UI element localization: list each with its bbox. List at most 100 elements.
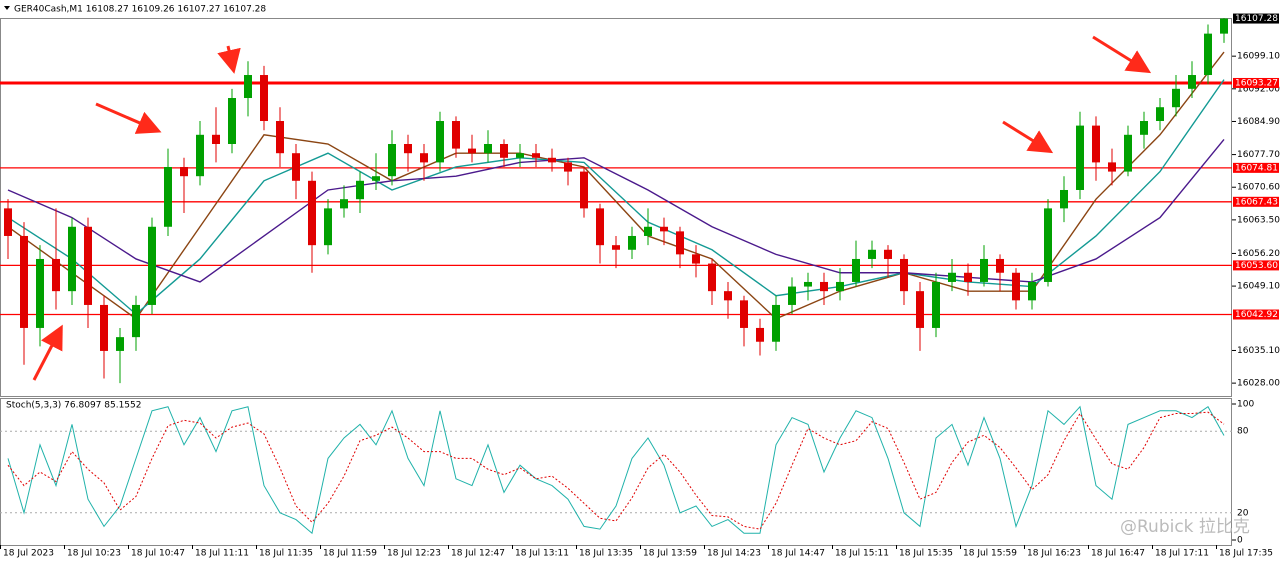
candle-body <box>724 291 732 301</box>
candle-body <box>548 157 556 163</box>
y-tick-label: 16099.10 <box>1237 52 1280 62</box>
price-panel <box>0 18 1232 397</box>
y-tick-label: 16070.60 <box>1237 183 1280 193</box>
candle-body <box>1124 134 1132 172</box>
candle-body <box>68 226 76 292</box>
y-tick-label: 16084.90 <box>1237 117 1280 127</box>
y-tick-label: 16035.10 <box>1237 346 1280 356</box>
candle-body <box>132 304 140 338</box>
candle-body <box>628 235 636 250</box>
x-tick-label: 18 Jul 16:23 <box>1027 549 1081 559</box>
x-tick-label: 18 Jul 11:11 <box>195 549 249 559</box>
candle-body <box>420 153 428 163</box>
candle-body <box>612 245 620 250</box>
candle-body <box>164 166 172 227</box>
candle-body <box>84 226 92 305</box>
candle-body <box>308 180 316 246</box>
candle-body <box>196 134 204 177</box>
candle-body <box>1060 189 1068 209</box>
candle-body <box>756 327 764 342</box>
arrow <box>1092 35 1152 74</box>
moving-average <box>7 138 1225 283</box>
candle-body <box>1044 208 1052 282</box>
y-tick-label: 80 <box>1237 427 1249 437</box>
candle-body <box>692 254 700 264</box>
candle-body <box>532 153 540 158</box>
candle-body <box>484 144 492 154</box>
stoch-plot <box>0 405 1232 535</box>
candle-body <box>228 98 236 144</box>
header: GER40Cash,M1 16108.27 16109.26 16107.27 … <box>14 5 266 15</box>
menu-icon[interactable] <box>4 6 10 10</box>
x-tick-label: 18 Jul 12:47 <box>451 549 505 559</box>
candle-body <box>1108 162 1116 172</box>
candle-body <box>116 337 124 351</box>
stoch-line <box>7 405 1225 535</box>
y-tick-label: 16063.50 <box>1237 215 1280 225</box>
candle-body <box>52 258 60 292</box>
candle-body <box>292 153 300 181</box>
candle-body <box>948 272 956 282</box>
candle-body <box>1172 88 1180 108</box>
x-tick-label: 18 Jul 15:35 <box>899 549 953 559</box>
axes: 16028.00 16035.10 16049.10 16056.20 16063.50… <box>0 13 1280 559</box>
candle-body <box>404 144 412 154</box>
candle-body <box>212 134 220 144</box>
candle-body <box>516 153 524 158</box>
candle-body <box>244 75 252 99</box>
level-label: 16067.43 <box>1235 197 1278 207</box>
candle-body <box>1028 281 1036 301</box>
level-label: 16093.27 <box>1235 78 1278 88</box>
candle-body <box>964 272 972 282</box>
price-label: 16107.28 <box>1235 14 1278 24</box>
candle-body <box>900 258 908 292</box>
x-tick-label: 18 Jul 15:11 <box>835 549 889 559</box>
candle-body <box>1204 33 1212 76</box>
candle-body <box>324 208 332 246</box>
stoch-panel <box>0 398 1232 546</box>
x-tick-label: 18 Jul 14:47 <box>771 549 825 559</box>
candle-body <box>100 304 108 351</box>
candle-body <box>36 258 44 328</box>
y-tick-label: 100 <box>1237 400 1254 410</box>
candle-body <box>884 249 892 259</box>
x-tick-label: 18 Jul 11:35 <box>259 549 313 559</box>
arrow <box>95 102 162 134</box>
candle-body <box>708 263 716 292</box>
level-tag <box>1233 260 1279 271</box>
x-tick-label: 18 Jul 11:59 <box>323 549 377 559</box>
candle-body <box>772 304 780 342</box>
candle-body <box>1140 121 1148 135</box>
candle-body <box>148 226 156 305</box>
y-tick-label: 16077.70 <box>1237 150 1280 160</box>
arrow <box>1002 120 1054 154</box>
level-tag <box>1233 162 1279 173</box>
x-tick-label: 18 Jul 15:59 <box>963 549 1017 559</box>
candle-body <box>468 148 476 154</box>
candle-body <box>260 75 268 122</box>
level-label: 16042.92 <box>1235 310 1278 320</box>
candle-body <box>852 258 860 282</box>
candle-body <box>1092 125 1100 163</box>
x-tick-label: 18 Jul 14:23 <box>707 549 761 559</box>
candle-body <box>868 249 876 259</box>
candle-body <box>676 231 684 255</box>
candle-body <box>388 144 396 177</box>
stoch-title: Stoch(5,3,3) 76.8097 85.1552 <box>6 401 141 411</box>
arrow <box>217 45 241 74</box>
candle-body <box>356 180 364 200</box>
candle-body <box>500 144 508 158</box>
candle-body <box>1012 272 1020 301</box>
candle-body <box>660 226 668 232</box>
stoch-line <box>7 411 1225 530</box>
x-tick-label: 18 Jul 13:59 <box>643 549 697 559</box>
candle-body <box>4 208 12 236</box>
moving-average <box>7 51 1225 320</box>
x-tick-label: 18 Jul 10:47 <box>131 549 185 559</box>
price-plot <box>0 18 1232 384</box>
y-tick-label: 16092.00 <box>1237 84 1280 94</box>
candle-body <box>276 121 284 154</box>
x-tick-label: 18 Jul 13:35 <box>579 549 633 559</box>
candle-body <box>996 258 1004 273</box>
